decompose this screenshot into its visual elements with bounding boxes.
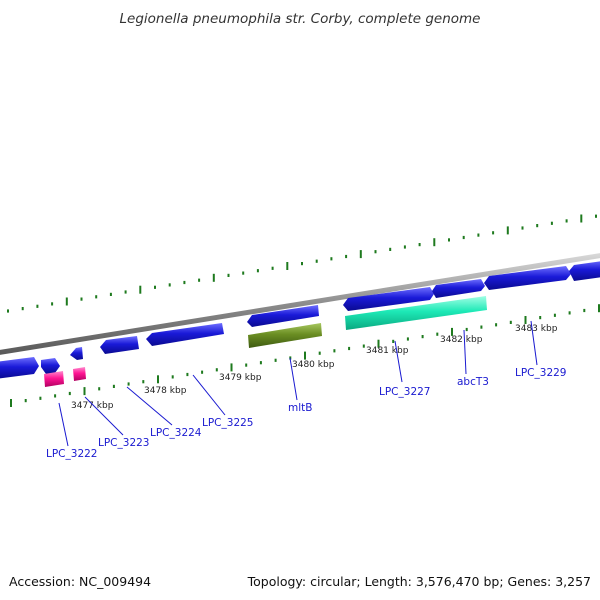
accession-text: Accession: NC_009494 bbox=[9, 574, 151, 589]
gene-labels: LPC_3222 LPC_3223 LPC_3224 LPC_3225 mltB… bbox=[46, 367, 567, 460]
kbp-label: 3479 kbp bbox=[219, 373, 262, 383]
gene-arrow[interactable] bbox=[0, 357, 39, 379]
gene-block-olive[interactable] bbox=[248, 323, 322, 348]
gene-label-abct3[interactable]: abcT3 bbox=[457, 376, 489, 388]
genome-title: Legionella pneumophila str. Corby, compl… bbox=[120, 11, 481, 27]
upper-tick-track bbox=[7, 214, 597, 313]
gene-label-lpc-3229[interactable]: LPC_3229 bbox=[515, 367, 567, 379]
genome-summary-text: Topology: circular; Length: 3,576,470 bp… bbox=[247, 574, 591, 589]
leader-line bbox=[463, 329, 467, 375]
kbp-label: 3477 kbp bbox=[71, 401, 114, 411]
gene-label-lpc-3224[interactable]: LPC_3224 bbox=[150, 427, 202, 439]
kbp-label: 3483 kbp bbox=[515, 324, 558, 334]
gene-label-lpc-3223[interactable]: LPC_3223 bbox=[98, 437, 150, 449]
gene-block-aqua[interactable] bbox=[345, 296, 487, 330]
kbp-label: 3482 kbp bbox=[440, 335, 483, 345]
gene-arrow[interactable] bbox=[569, 260, 600, 281]
colored-genes bbox=[44, 296, 487, 387]
leader-line bbox=[126, 386, 173, 426]
leader-line bbox=[530, 320, 538, 366]
label-leaders bbox=[58, 320, 538, 447]
leader-line bbox=[289, 357, 298, 401]
leader-line bbox=[192, 374, 226, 416]
scale-labels: 3477 kbp 3478 kbp 3479 kbp 3480 kbp 3481… bbox=[71, 324, 558, 411]
gene-arrow[interactable] bbox=[41, 358, 60, 374]
gene-label-lpc-3222[interactable]: LPC_3222 bbox=[46, 448, 98, 460]
gene-arrow[interactable] bbox=[146, 323, 224, 346]
genome-backbone bbox=[0, 253, 600, 355]
gene-arrow[interactable] bbox=[247, 305, 319, 327]
lower-tick-track bbox=[10, 304, 600, 407]
kbp-label: 3478 kbp bbox=[144, 386, 187, 396]
leader-line bbox=[58, 402, 69, 447]
gene-block-pink[interactable] bbox=[44, 371, 64, 387]
forward-strand-genes bbox=[0, 260, 600, 379]
gene-arrow[interactable] bbox=[100, 336, 139, 354]
gene-label-lpc-3225[interactable]: LPC_3225 bbox=[202, 417, 254, 429]
leader-line bbox=[394, 340, 403, 383]
gene-arrow[interactable] bbox=[343, 287, 434, 311]
kbp-label: 3480 kbp bbox=[292, 360, 335, 370]
kbp-label: 3481 kbp bbox=[366, 346, 409, 356]
gene-arrow[interactable] bbox=[70, 347, 83, 360]
gene-block-pink[interactable] bbox=[73, 367, 86, 381]
gene-arrow[interactable] bbox=[484, 266, 571, 290]
gene-arrow[interactable] bbox=[432, 279, 485, 298]
leader-line bbox=[84, 396, 124, 436]
gene-label-lpc-3227[interactable]: LPC_3227 bbox=[379, 386, 431, 398]
gene-label-mltb[interactable]: mltB bbox=[288, 402, 312, 414]
